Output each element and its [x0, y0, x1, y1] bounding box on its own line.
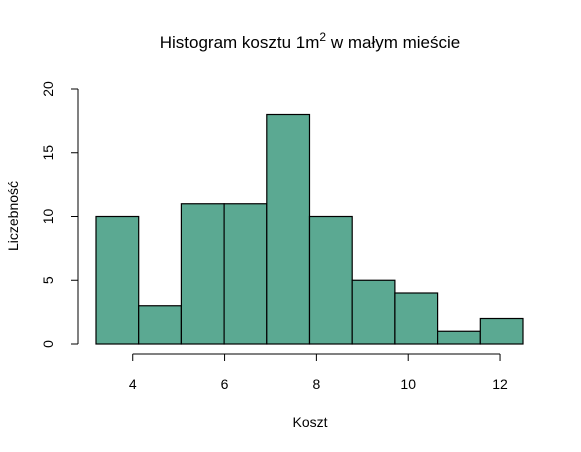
x-tick-label-12: 12	[492, 376, 508, 392]
y-tick-label-20: 20	[40, 81, 56, 97]
chart-title-suffix: w małym mieście	[326, 33, 460, 52]
chart-title: Histogram kosztu 1m2 w małym mieście	[160, 30, 460, 52]
x-axis: 4 6 8 10 12	[129, 353, 508, 392]
x-tick-label-8: 8	[312, 376, 320, 392]
x-tick-label-6: 6	[221, 376, 229, 392]
bars-group	[95, 113, 524, 345]
histogram-bar-7	[351, 279, 396, 345]
y-axis-label: Liczebność	[5, 181, 21, 251]
y-tick-label-15: 15	[40, 145, 56, 161]
y-tick-label-0: 0	[40, 340, 56, 348]
histogram-bar-3	[180, 203, 225, 345]
histogram-bar-4	[223, 203, 268, 345]
x-axis-label: Koszt	[292, 414, 327, 430]
x-tick-label-10: 10	[400, 376, 416, 392]
chart-title-superscript: 2	[319, 30, 326, 44]
histogram-bar-10	[479, 317, 524, 345]
chart-title-main: Histogram kosztu 1m	[160, 33, 320, 52]
y-tick-label-5: 5	[40, 276, 56, 284]
histogram-bar-9	[437, 330, 481, 345]
x-tick-label-4: 4	[129, 376, 137, 392]
histogram-bar-1	[95, 215, 140, 345]
histogram-bar-5	[266, 113, 311, 345]
histogram-bar-6	[308, 215, 353, 345]
y-tick-label-10: 10	[40, 209, 56, 225]
histogram-bar-2	[138, 305, 182, 345]
y-axis: 0 5 10 15 20	[40, 81, 79, 348]
histogram-bar-8	[394, 292, 439, 345]
